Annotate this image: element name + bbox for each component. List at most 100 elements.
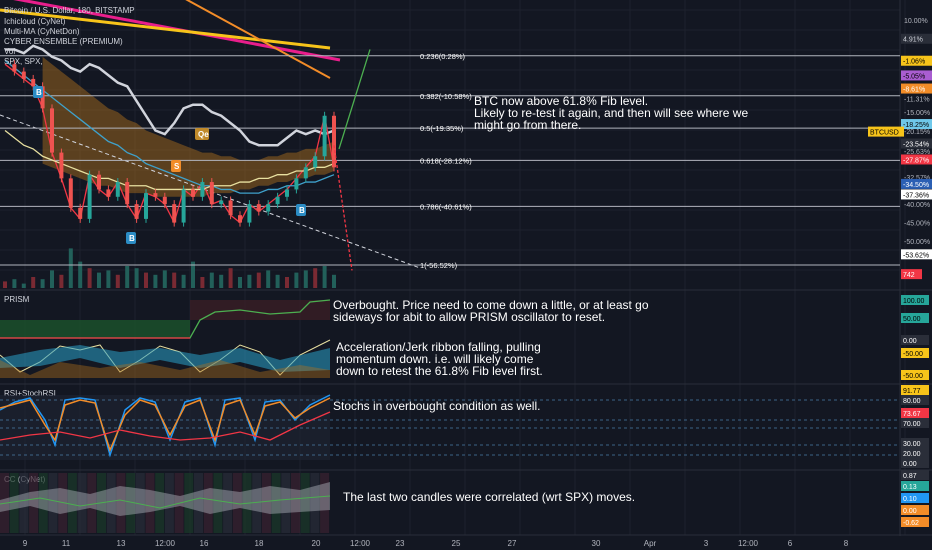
- cc-column: [223, 473, 233, 533]
- x-axis-bg: [0, 536, 932, 550]
- price-badge: [868, 126, 904, 137]
- price-badge-label: -37.36%: [903, 192, 929, 199]
- price-badge: [901, 178, 932, 189]
- candle-body: [153, 193, 158, 197]
- volume-bar: [303, 270, 308, 288]
- ma-magenta: [13, 0, 341, 62]
- candle-body: [59, 152, 64, 179]
- signal-badge: [195, 128, 209, 140]
- x-tick-label: 30: [592, 539, 601, 548]
- price-badge-label: -5.05%: [903, 73, 925, 80]
- pane-tick-label: 0.00: [903, 338, 917, 345]
- volume-bar: [285, 277, 289, 288]
- fib-label: 0.5(-19.35%): [420, 124, 464, 133]
- candle-body: [266, 204, 271, 212]
- cc-column: [310, 473, 320, 533]
- volume-bar: [191, 261, 195, 288]
- ichimoku-cloud: [42, 56, 334, 197]
- cc-column: [291, 473, 300, 533]
- price-badge-label: 4.91%: [903, 37, 923, 44]
- pane-tick-badge: [901, 517, 929, 527]
- cc-column: [38, 473, 48, 533]
- cc-column: [9, 473, 19, 533]
- pane-title: PRISM: [4, 295, 30, 304]
- price-badge: [901, 70, 932, 81]
- candle-body: [106, 189, 111, 197]
- prism-fill-green: [0, 320, 190, 338]
- pane-tick-badge: [901, 438, 929, 448]
- candle-body: [134, 204, 139, 219]
- indicator-legend: Ichicloud (CyNet): [4, 17, 66, 26]
- candle-body: [238, 215, 242, 223]
- candle-body: [31, 78, 36, 87]
- pane-tick-label: -50.00: [903, 373, 923, 380]
- pane-title: RSI+StochRSI: [4, 389, 56, 398]
- price-badge-label: -23.54%: [903, 142, 929, 149]
- cc-column: [252, 473, 262, 533]
- pane-tick-badge: [901, 395, 929, 405]
- candle-body: [97, 174, 101, 190]
- cc-column: [48, 473, 58, 533]
- fib-label: 0.618(-28.12%): [420, 156, 472, 165]
- x-tick-label: 25: [452, 539, 461, 548]
- pane-tick-badge: [901, 408, 929, 418]
- pane-tick-label: 30.00: [903, 441, 921, 448]
- volume-bar: [322, 266, 327, 288]
- price-badge-label: -8.61%: [903, 87, 925, 94]
- pane-tick-label: 73.67: [903, 411, 921, 418]
- price-badge: [901, 154, 932, 165]
- cc-column: [19, 473, 29, 533]
- volume-bar: [332, 274, 336, 288]
- signal-badge: [126, 232, 136, 244]
- volume-bar: [162, 270, 167, 288]
- cc-column: [184, 473, 194, 533]
- volume-bar: [59, 274, 64, 288]
- volume-bar: [125, 266, 130, 288]
- volume-bar: [256, 272, 261, 288]
- pane-tick-badge: [901, 448, 929, 458]
- cc-column: [261, 473, 271, 533]
- candle-body: [332, 115, 336, 168]
- price-badge-label: 742: [903, 272, 915, 279]
- indicator-legend: Multi-MA (CyNetDon): [4, 27, 80, 36]
- cc-line: [0, 495, 331, 509]
- signal-label: B: [299, 206, 305, 215]
- pane-tick-label: 0.00: [903, 508, 917, 515]
- annotation-cc: The last two candles were correlated (wr…: [343, 490, 636, 504]
- volume-bar: [313, 268, 318, 288]
- x-tick-label: 12:00: [350, 539, 371, 548]
- price-badge: [901, 119, 932, 130]
- prism-ribbon-fill-2: [0, 360, 330, 378]
- pane-tick-badge: [901, 418, 929, 428]
- volume-bar: [172, 272, 177, 288]
- pane-tick-badge: [901, 313, 929, 323]
- candle-body: [181, 189, 186, 223]
- projection-up: [338, 49, 371, 150]
- prism-ribbon-fill: [0, 345, 330, 372]
- volume-bar: [200, 277, 205, 288]
- volume-bar: [209, 272, 214, 288]
- price-badge: [901, 138, 932, 149]
- price-badge: [901, 33, 932, 44]
- series-ema: [4, 60, 335, 194]
- projection-down: [333, 145, 353, 271]
- price-badge-label: -1.06%: [903, 59, 925, 66]
- rsi-line: [0, 411, 331, 441]
- volume-bar: [134, 268, 139, 288]
- price-badge-label: -34.50%: [903, 182, 929, 189]
- y-tick-label: -20.15%: [904, 129, 930, 136]
- y-tick-label: -15.00%: [904, 110, 930, 117]
- indicator-legend: SPX, SPX,: [4, 57, 43, 66]
- chart-title: Bitcoin / U.S. Dollar, 180, BITSTAMP: [4, 6, 135, 15]
- signal-label: B: [36, 88, 42, 97]
- cc-column: [320, 473, 330, 533]
- x-tick-label: 6: [788, 539, 793, 548]
- candle-body: [40, 86, 45, 109]
- cc-column: [271, 473, 281, 533]
- pane-tick-badge: [901, 295, 929, 305]
- y-tick-label: -11.31%: [904, 96, 930, 103]
- volume-bar: [238, 277, 242, 288]
- pane-tick-label: 50.00: [903, 316, 921, 323]
- signal-badge: [296, 204, 306, 216]
- cc-column: [29, 473, 39, 533]
